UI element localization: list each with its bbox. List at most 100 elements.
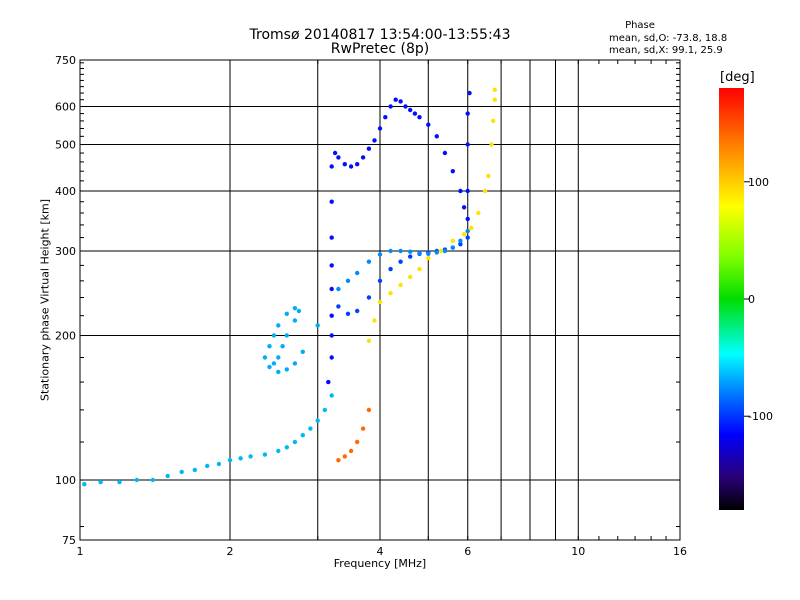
data-point (417, 250, 422, 256)
data-point (308, 426, 313, 431)
data-point (271, 361, 277, 366)
phase-stats-x-mode: mean, sd,X: 99.1, 25.9 (609, 45, 723, 56)
data-point (326, 379, 331, 385)
data-point (292, 361, 298, 366)
data-point (366, 259, 372, 264)
data-point (329, 313, 334, 318)
data-point (398, 248, 403, 254)
data-point (134, 477, 139, 483)
data-point (469, 225, 474, 231)
data-point (465, 235, 470, 240)
data-point (366, 407, 372, 413)
data-point (117, 479, 122, 485)
data-point (329, 263, 334, 268)
data-point (192, 467, 197, 473)
data-point (355, 308, 360, 314)
data-point (292, 439, 298, 445)
data-point (336, 286, 341, 292)
data-point (442, 150, 448, 156)
data-point (248, 454, 253, 459)
phase-stats-o-mode: mean, sd,O: -73.8, 18.8 (609, 33, 728, 44)
data-point (292, 306, 298, 311)
data-point (296, 308, 302, 314)
phase-colorbar (719, 88, 744, 510)
data-point (205, 463, 210, 469)
data-point (492, 97, 497, 102)
data-point (345, 278, 351, 283)
data-point (377, 252, 383, 257)
colorbar-tick-label: -100 (748, 410, 773, 423)
data-point (82, 482, 87, 487)
chart-title: Tromsø 20140817 13:54:00-13:55:43 (249, 27, 511, 43)
y-tick-label: 500 (55, 139, 76, 152)
data-point (458, 238, 463, 243)
data-point (442, 248, 448, 254)
data-point (322, 407, 327, 413)
data-point (342, 162, 347, 167)
data-point (398, 259, 403, 264)
data-point (408, 274, 413, 280)
data-point (465, 142, 470, 147)
data-point (276, 323, 281, 328)
series-o-mode-main-trace (326, 90, 472, 385)
data-point (465, 228, 470, 234)
y-tick-label: 400 (55, 185, 76, 198)
data-point (262, 452, 268, 457)
data-point (360, 426, 366, 431)
colorbar-tick-label: 0 (748, 293, 755, 306)
data-point (377, 126, 383, 131)
chart-subtitle: RwPretec (8p) (330, 41, 430, 57)
data-point (408, 254, 413, 259)
data-point (329, 333, 334, 338)
data-point (276, 448, 281, 454)
series-loop-feature (262, 306, 320, 375)
y-tick-label: 300 (55, 245, 76, 258)
data-point (417, 266, 422, 272)
data-point (150, 477, 155, 483)
data-point (412, 111, 418, 116)
data-point (336, 304, 341, 309)
data-point (355, 270, 360, 276)
data-point (458, 242, 463, 247)
data-point (284, 311, 289, 316)
data-point (329, 286, 334, 292)
data-point (165, 473, 170, 479)
data-point (315, 323, 320, 328)
data-point (336, 155, 341, 160)
data-point (267, 364, 272, 370)
data-point (329, 199, 334, 204)
data-point (366, 146, 372, 151)
data-point (284, 367, 289, 372)
data-point (388, 291, 393, 296)
data-point (450, 238, 455, 243)
data-point (408, 249, 413, 254)
data-point (398, 282, 403, 288)
data-point (336, 458, 341, 463)
data-point (284, 333, 289, 338)
data-point (315, 418, 320, 423)
data-point (329, 355, 334, 360)
data-point (366, 338, 372, 343)
data-point (426, 122, 431, 127)
data-point (408, 107, 413, 113)
data-point (329, 164, 334, 169)
data-point (300, 349, 305, 354)
data-point (216, 461, 222, 467)
data-point (388, 266, 393, 272)
data-point (377, 278, 383, 283)
data-point (398, 99, 403, 104)
data-point (292, 318, 298, 323)
data-point (262, 355, 268, 360)
x-tick-label: 10 (571, 545, 585, 558)
data-point (458, 188, 463, 194)
data-point (461, 232, 467, 237)
data-point (450, 169, 455, 174)
x-axis-label: Frequency [MHz] (333, 557, 427, 570)
y-tick-label: 600 (55, 101, 76, 114)
data-point (366, 295, 372, 300)
data-point (179, 469, 184, 475)
data-point (284, 445, 289, 450)
data-point (276, 369, 281, 375)
data-point (348, 448, 354, 454)
